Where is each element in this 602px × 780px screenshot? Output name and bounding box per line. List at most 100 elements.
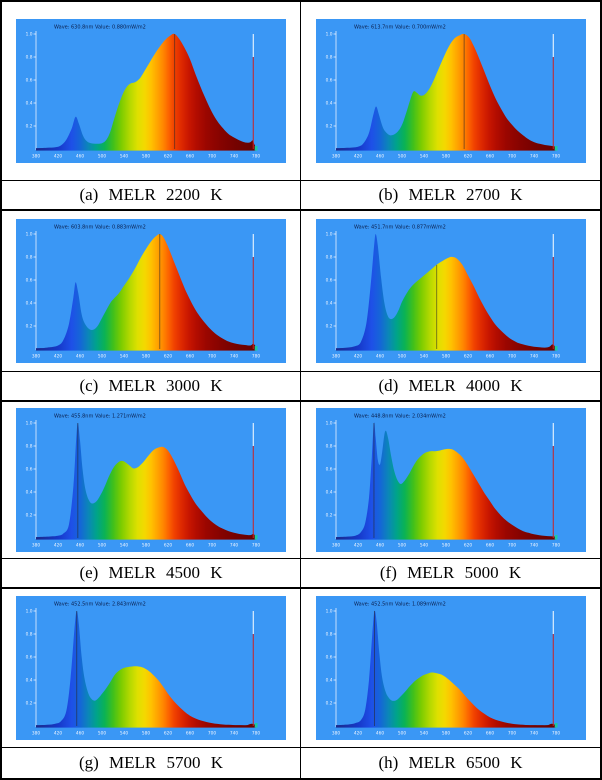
svg-text:0.6: 0.6 xyxy=(26,655,33,661)
svg-text:460: 460 xyxy=(375,543,383,549)
svg-text:620: 620 xyxy=(164,354,172,360)
svg-text:660: 660 xyxy=(485,731,493,737)
svg-text:380: 380 xyxy=(331,354,339,360)
svg-text:660: 660 xyxy=(485,354,493,360)
svg-text:500: 500 xyxy=(98,543,106,549)
svg-text:0.2: 0.2 xyxy=(325,701,332,707)
svg-text:700: 700 xyxy=(507,154,515,160)
svg-text:580: 580 xyxy=(142,731,150,737)
svg-text:620: 620 xyxy=(463,731,471,737)
chart-cell-b: Wave: 613.7nm Value: 0.700mW/m2 1.0 0.8 0.6… xyxy=(301,2,600,180)
svg-text:380: 380 xyxy=(32,154,40,160)
svg-text:780: 780 xyxy=(551,731,559,737)
svg-text:580: 580 xyxy=(142,354,150,360)
svg-text:620: 620 xyxy=(463,543,471,549)
svg-text:380: 380 xyxy=(32,354,40,360)
svg-text:700: 700 xyxy=(208,731,216,737)
svg-text:1.0: 1.0 xyxy=(325,32,332,38)
caption-a: (a) MELR 2200 K xyxy=(2,180,301,211)
svg-text:1.0: 1.0 xyxy=(26,32,33,38)
svg-text:660: 660 xyxy=(485,154,493,160)
svg-text:420: 420 xyxy=(353,354,361,360)
svg-text:0.6: 0.6 xyxy=(26,278,33,284)
svg-text:500: 500 xyxy=(397,543,405,549)
chart-cell-h: Wave: 452.5nm Value: 1.089mW/m2 1.0 0.8 0.6… xyxy=(301,589,600,747)
svg-text:0.4: 0.4 xyxy=(325,490,332,496)
svg-text:540: 540 xyxy=(120,354,128,360)
svg-text:1.0: 1.0 xyxy=(26,609,33,615)
svg-text:460: 460 xyxy=(375,154,383,160)
spectrum-chart-4000k: Wave: 451.7nm Value: 0.877mW/m2 1.0 0.8 0.6… xyxy=(315,219,586,363)
caption-g: (g) MELR 5700 K xyxy=(2,747,301,778)
svg-text:1.0: 1.0 xyxy=(26,232,33,238)
svg-text:Wave: 452.5nm Value: 2.843mW/m: Wave: 452.5nm Value: 2.843mW/m2 xyxy=(54,602,146,608)
svg-text:Wave: 603.8nm Value: 0.883mW/m: Wave: 603.8nm Value: 0.883mW/m2 xyxy=(54,225,146,231)
svg-text:0.6: 0.6 xyxy=(325,655,332,661)
svg-text:580: 580 xyxy=(441,731,449,737)
svg-text:380: 380 xyxy=(32,543,40,549)
svg-text:780: 780 xyxy=(252,154,260,160)
svg-text:1.0: 1.0 xyxy=(325,232,332,238)
spectrum-chart-6500k: Wave: 452.5nm Value: 1.089mW/m2 1.0 0.8 0.6… xyxy=(315,596,586,740)
svg-text:0.4: 0.4 xyxy=(325,678,332,684)
svg-text:0.8: 0.8 xyxy=(26,255,33,261)
svg-text:0.4: 0.4 xyxy=(26,678,33,684)
svg-text:500: 500 xyxy=(98,731,106,737)
svg-text:0.4: 0.4 xyxy=(26,490,33,496)
chart-cell-c: Wave: 603.8nm Value: 0.883mW/m2 1.0 0.8 0.6… xyxy=(2,211,301,371)
svg-text:0.8: 0.8 xyxy=(325,444,332,450)
svg-text:780: 780 xyxy=(252,731,260,737)
svg-text:460: 460 xyxy=(76,354,84,360)
svg-text:0.2: 0.2 xyxy=(26,124,33,130)
chart-cell-a: Wave: 630.8nm Value: 0.880mW/m2 1.0 0.8 0.6… xyxy=(2,2,301,180)
svg-text:500: 500 xyxy=(98,154,106,160)
svg-text:0.8: 0.8 xyxy=(26,55,33,61)
svg-text:0.2: 0.2 xyxy=(26,701,33,707)
svg-text:740: 740 xyxy=(529,731,537,737)
spectrum-svg: Wave: 451.7nm Value: 0.877mW/m2 1.0 0.8 0.6… xyxy=(315,219,586,363)
svg-text:0.2: 0.2 xyxy=(325,513,332,519)
svg-text:740: 740 xyxy=(529,154,537,160)
svg-text:740: 740 xyxy=(230,543,238,549)
svg-text:420: 420 xyxy=(353,543,361,549)
svg-text:1.0: 1.0 xyxy=(325,609,332,615)
svg-text:380: 380 xyxy=(331,543,339,549)
svg-text:Wave: 451.7nm Value: 0.877mW/m: Wave: 451.7nm Value: 0.877mW/m2 xyxy=(354,225,446,231)
spectrum-svg: Wave: 613.7nm Value: 0.700mW/m2 1.0 0.8 0.6… xyxy=(315,19,586,163)
spectrum-chart-2700k: Wave: 613.7nm Value: 0.700mW/m2 1.0 0.8 0.6… xyxy=(315,19,586,163)
svg-text:0.4: 0.4 xyxy=(325,301,332,307)
svg-text:740: 740 xyxy=(230,354,238,360)
svg-text:700: 700 xyxy=(208,154,216,160)
caption-h: (h) MELR 6500 K xyxy=(301,747,600,778)
svg-text:660: 660 xyxy=(186,731,194,737)
svg-text:580: 580 xyxy=(441,543,449,549)
svg-text:0.8: 0.8 xyxy=(325,255,332,261)
svg-text:500: 500 xyxy=(98,354,106,360)
svg-text:780: 780 xyxy=(252,543,260,549)
svg-text:420: 420 xyxy=(353,731,361,737)
svg-text:Wave: 455.8nm Value: 1.271mW/m: Wave: 455.8nm Value: 1.271mW/m2 xyxy=(54,414,146,420)
spectrum-svg: Wave: 630.8nm Value: 0.880mW/m2 1.0 0.8 0.6… xyxy=(16,19,286,163)
svg-text:460: 460 xyxy=(375,354,383,360)
spectrum-svg: Wave: 603.8nm Value: 0.883mW/m2 1.0 0.8 0.6… xyxy=(16,219,286,363)
svg-text:540: 540 xyxy=(419,154,427,160)
svg-text:0.8: 0.8 xyxy=(26,632,33,638)
svg-text:420: 420 xyxy=(54,354,62,360)
svg-text:0.2: 0.2 xyxy=(26,513,33,519)
svg-text:0.4: 0.4 xyxy=(325,101,332,107)
svg-text:540: 540 xyxy=(120,543,128,549)
spectrum-chart-5700k: Wave: 452.5nm Value: 2.843mW/m2 1.0 0.8 0.6… xyxy=(16,596,286,740)
svg-text:700: 700 xyxy=(507,731,515,737)
svg-text:580: 580 xyxy=(142,543,150,549)
svg-text:620: 620 xyxy=(164,543,172,549)
svg-text:0.6: 0.6 xyxy=(325,467,332,473)
chart-cell-f: Wave: 448.8nm Value: 2.034mW/m2 1.0 0.8 0.6… xyxy=(301,402,600,558)
caption-e: (e) MELR 4500 K xyxy=(2,558,301,589)
svg-text:0.2: 0.2 xyxy=(26,324,33,330)
chart-cell-d: Wave: 451.7nm Value: 0.877mW/m2 1.0 0.8 0.6… xyxy=(301,211,600,371)
svg-text:740: 740 xyxy=(529,543,537,549)
svg-text:460: 460 xyxy=(76,543,84,549)
spectrum-svg: Wave: 452.5nm Value: 1.089mW/m2 1.0 0.8 0.6… xyxy=(315,596,586,740)
svg-text:0.6: 0.6 xyxy=(325,278,332,284)
svg-text:0.8: 0.8 xyxy=(325,55,332,61)
